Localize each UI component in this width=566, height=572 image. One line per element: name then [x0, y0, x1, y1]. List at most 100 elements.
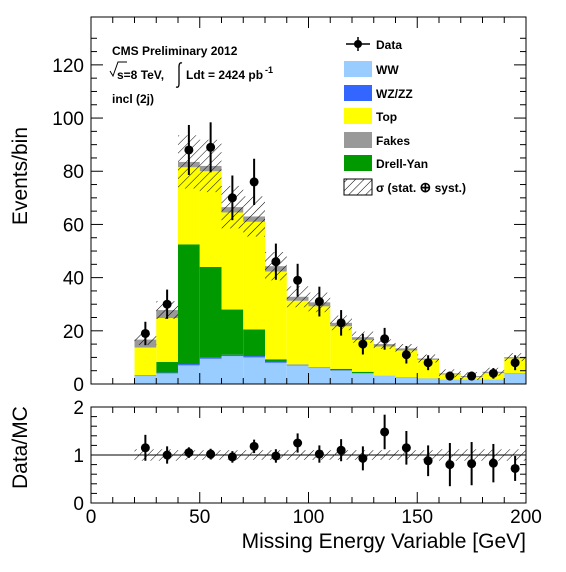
legend-entry-drell-yan: Drell-Yan	[344, 155, 428, 171]
y-tick-label-20: 20	[63, 322, 84, 343]
ratio-y-tick-label-2: 2	[73, 398, 84, 419]
legend-swatch-ww	[344, 61, 372, 77]
data-point-3	[206, 142, 216, 152]
bar-ww-bin-14	[439, 380, 461, 384]
ratio-point-6	[271, 451, 281, 461]
bar-wz-zz-bin-9	[330, 370, 352, 371]
bar-wz-zz-bin-8	[308, 367, 331, 369]
bar-top-bin-9	[330, 326, 352, 369]
bar-drell-yan-bin-10	[352, 371, 374, 374]
bar-drell-yan-bin-3	[199, 266, 222, 358]
bar-wz-zz-bin-4	[221, 354, 244, 357]
sqrt-s-label: s=8 TeV,	[117, 68, 164, 82]
bar-top-bin-10	[352, 339, 374, 372]
legend-entry-top: Top	[344, 108, 397, 124]
legend-swatch-wzzz	[344, 85, 372, 101]
ratio-point-5	[249, 441, 259, 451]
x-axis-title: Missing Energy Variable [GeV]	[242, 530, 526, 553]
x-tick-label-150: 150	[401, 507, 433, 528]
ratio-point-17	[510, 463, 520, 473]
data-point-16	[488, 368, 498, 378]
bar-top-bin-5	[243, 221, 265, 330]
ratio-point-4	[227, 452, 237, 462]
bar-ww-bin-0	[134, 376, 157, 384]
bar-drell-yan-bin-1	[156, 361, 178, 373]
bar-wz-zz-bin-0	[134, 375, 157, 377]
data-point-7	[293, 275, 303, 285]
ratio-point-14	[445, 460, 455, 470]
bar-ww-bin-6	[265, 362, 287, 384]
data-point-14	[445, 371, 455, 381]
bar-ww-bin-12	[395, 377, 418, 384]
ratio-point-10	[358, 453, 368, 463]
legend-swatch-fakes	[344, 132, 372, 148]
integral-symbol	[175, 62, 183, 88]
uncertainty-bin-5	[243, 196, 265, 237]
selection-label: incl (2j)	[112, 92, 154, 106]
y-axis-ticks: 0 20 40 60 80 100 120	[52, 37, 526, 396]
legend-entry-uncertainty: σ (stat. ⊕ syst.)	[343, 178, 466, 196]
legend-label-fakes: Fakes	[376, 134, 410, 148]
bar-ww-bin-8	[308, 368, 331, 384]
x-tick-label-0: 0	[86, 507, 97, 528]
ratio-point-11	[380, 427, 390, 437]
bar-ww-bin-2	[178, 365, 200, 384]
main-plot-border	[90, 16, 527, 385]
bar-wz-zz-bin-6	[265, 361, 287, 363]
legend-swatch-top	[344, 108, 372, 124]
ratio-point-1	[162, 450, 172, 460]
bar-ww-bin-13	[417, 378, 439, 384]
y-axis-title: Events/bin	[9, 127, 32, 225]
bar-ww-bin-3	[199, 358, 222, 384]
ratio-point-9	[336, 445, 346, 455]
bar-ww-bin-1	[156, 373, 178, 384]
bar-ww-bin-9	[330, 370, 352, 384]
legend-swatch-drell-yan	[344, 155, 372, 171]
legend-label-top: Top	[376, 110, 397, 124]
y-tick-label-60: 60	[63, 215, 84, 236]
ratio-point-15	[467, 459, 477, 469]
bar-ww-bin-17	[504, 373, 526, 384]
bar-top-bin-12	[395, 350, 418, 378]
bar-drell-yan-bin-4	[221, 309, 244, 355]
legend-entry-ww: WW	[344, 61, 399, 77]
legend-label-ww: WW	[376, 63, 399, 77]
bar-ww-bin-5	[243, 357, 265, 384]
bar-top-bin-7	[286, 300, 309, 365]
ratio-point-8	[314, 449, 324, 459]
lumi-annotation: s=8 TeV, Ldt = 2424 pb -1	[109, 61, 273, 88]
ratio-point-0	[140, 443, 150, 453]
data-point-13	[423, 358, 433, 368]
bar-top-bin-1	[156, 318, 178, 362]
ratio-points	[140, 414, 520, 487]
legend-label-wzzz: WZ/ZZ	[376, 87, 413, 101]
legend-unc-oplus: ⊕	[420, 179, 432, 195]
integral-luminosity-label: Ldt = 2424 pb	[186, 68, 263, 82]
legend-label-uncertainty: σ (stat. ⊕ syst.)	[376, 179, 466, 195]
legend-swatch-uncertainty	[343, 178, 373, 196]
legend-unc-prefix: σ (stat.	[376, 181, 420, 195]
data-point-2	[184, 145, 194, 155]
bar-top-bin-4	[221, 212, 244, 310]
legend-data-marker	[354, 40, 362, 48]
data-points	[140, 122, 520, 381]
x-tick-label-100: 100	[293, 507, 325, 528]
bar-top-bin-6	[265, 271, 287, 360]
data-point-12	[401, 350, 411, 360]
cms-label: CMS Preliminary 2012	[112, 44, 238, 58]
sqrt-symbol	[109, 61, 127, 78]
bar-drell-yan-bin-2	[178, 244, 200, 365]
x-tick-label-200: 200	[510, 507, 542, 528]
legend-entry-fakes: Fakes	[344, 132, 410, 148]
bar-ww-bin-16	[482, 380, 505, 384]
bar-wz-zz-bin-5	[243, 356, 265, 358]
bar-ww-bin-10	[352, 373, 374, 384]
bar-wz-zz-bin-1	[156, 372, 178, 374]
y-tick-label-40: 40	[63, 269, 84, 290]
x-axis-ticks: 0 50 100 150 200	[86, 407, 542, 528]
bar-wz-zz-bin-3	[199, 357, 222, 359]
legend-label-drell-yan: Drell-Yan	[376, 157, 428, 171]
data-point-4	[227, 193, 237, 203]
main-plot-panel: 0 20 40 60 80 100 120 Events/bin CMS Prelimina…	[9, 16, 527, 396]
legend-entry-data: Data	[346, 37, 402, 52]
